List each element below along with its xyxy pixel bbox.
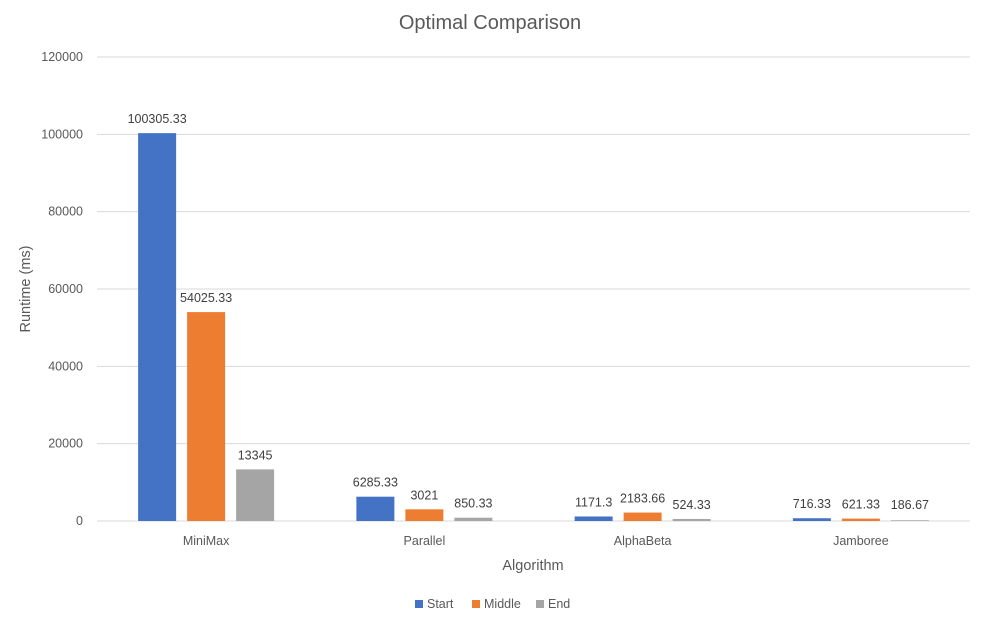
- data-label: 716.33: [793, 497, 831, 511]
- bar-start-parallel: [356, 496, 395, 521]
- bar-end-minimax: [236, 469, 275, 521]
- bar-end-alphabeta: [672, 518, 711, 521]
- data-labels: 100305.33 54025.33 13345 6285.33 3021 850.33 1…: [128, 112, 929, 512]
- data-label: 2183.66: [620, 492, 665, 506]
- legend-label: Start: [427, 597, 454, 611]
- bar-start-alphabeta: [574, 516, 613, 521]
- legend-item-end: End: [536, 597, 570, 611]
- data-label: 54025.33: [180, 291, 232, 305]
- bars: [138, 133, 929, 522]
- bar-middle-jamboree: [841, 518, 880, 521]
- y-tick-label: 20000: [48, 437, 83, 451]
- legend-label: End: [548, 597, 570, 611]
- x-axis-ticks: MiniMax Parallel AlphaBeta Jamboree: [183, 534, 889, 548]
- legend-swatch: [415, 600, 423, 608]
- data-label: 621.33: [842, 498, 880, 512]
- y-axis-ticks: 0 20000 40000 60000 80000 100000 120000: [41, 50, 83, 528]
- gridlines: [97, 56, 970, 522]
- bar-end-parallel: [454, 517, 493, 521]
- data-label: 186.67: [891, 498, 929, 512]
- bar-middle-alphabeta: [623, 512, 662, 521]
- y-tick-label: 120000: [41, 50, 83, 64]
- x-axis-title: Algorithm: [502, 558, 563, 574]
- data-label: 100305.33: [128, 112, 187, 126]
- legend-swatch: [536, 600, 544, 608]
- data-label: 524.33: [673, 498, 711, 512]
- bar-end-jamboree: [890, 520, 929, 521]
- y-tick-label: 80000: [48, 205, 83, 219]
- legend-swatch: [472, 600, 480, 608]
- data-label: 1171.3: [575, 495, 612, 509]
- legend: Start Middle End: [415, 597, 570, 611]
- data-label: 13345: [238, 448, 273, 462]
- bar-start-jamboree: [792, 518, 831, 521]
- x-tick-label: AlphaBeta: [614, 534, 672, 548]
- bar-middle-minimax: [187, 312, 226, 521]
- y-axis-title: Runtime (ms): [18, 245, 34, 332]
- y-tick-label: 100000: [41, 127, 83, 141]
- bar-start-minimax: [138, 133, 177, 522]
- legend-label: Middle: [484, 597, 521, 611]
- data-label: 3021: [410, 488, 438, 502]
- y-tick-label: 40000: [48, 359, 83, 373]
- y-tick-label: 60000: [48, 282, 83, 296]
- chart-title: Optimal Comparison: [399, 12, 581, 34]
- x-tick-label: Jamboree: [833, 534, 889, 548]
- legend-item-start: Start: [415, 597, 454, 611]
- x-tick-label: Parallel: [404, 534, 446, 548]
- data-label: 6285.33: [353, 476, 398, 490]
- data-label: 850.33: [454, 497, 492, 511]
- y-tick-label: 0: [76, 514, 83, 528]
- legend-item-middle: Middle: [472, 597, 521, 611]
- bar-middle-parallel: [405, 509, 444, 521]
- x-tick-label: MiniMax: [183, 534, 230, 548]
